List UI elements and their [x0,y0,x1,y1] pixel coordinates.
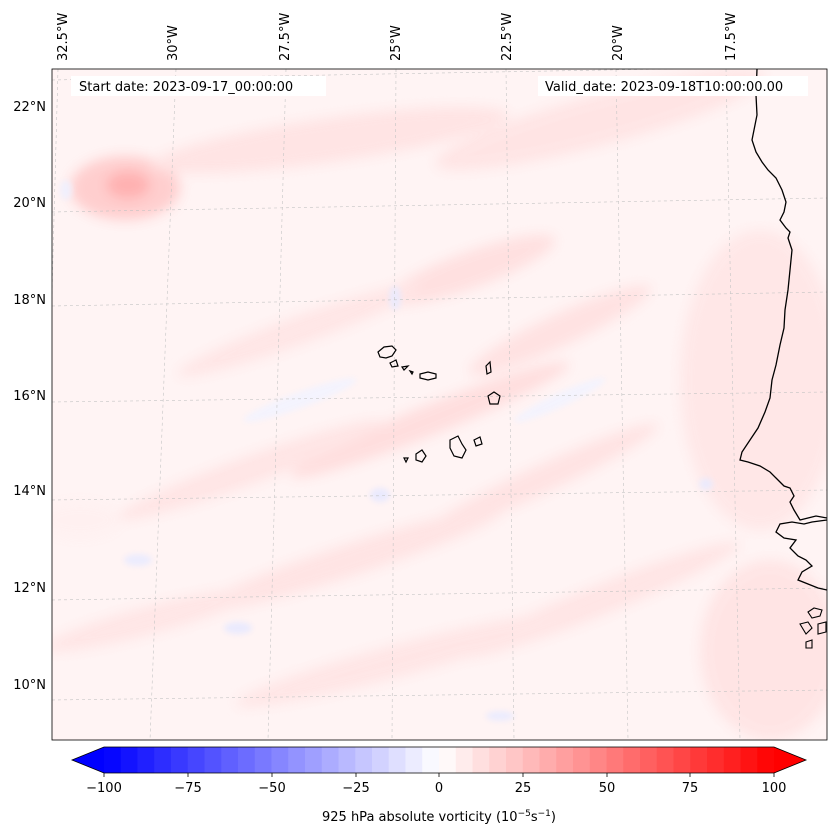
longitude-labels: 32.5°W 30°W 27.5°W 25°W 22.5°W 20°W 17.5… [56,13,739,61]
colorbar-band [489,747,507,773]
lon-label: 30°W [166,25,181,61]
guinea-coastline [775,519,827,591]
colorbar-band [673,747,691,773]
graticule [52,69,827,740]
lat-label: 12°N [13,581,46,596]
colorbar-band [757,747,775,773]
colorbar-band [589,747,607,773]
colorbar-band [355,747,373,773]
colorbar-band [104,747,122,773]
colorbar-title: 925 hPa absolute vorticity (10−5s−1) [322,809,556,825]
colorbar-band [556,747,574,773]
colorbar-tick-label: 0 [435,781,443,796]
colorbar-band [372,747,390,773]
colorbar-band [539,747,557,773]
colorbar-band [623,747,641,773]
cape-verde-islands [377,345,501,464]
colorbar-band [388,747,406,773]
bissagos-islands [799,607,827,649]
lon-label: 32.5°W [56,13,71,61]
valid-date-box [538,76,808,96]
colorbar-band [522,747,540,773]
colorbar-band [707,747,725,773]
colorbar-band [321,747,339,773]
colorbar-band [573,747,591,773]
map-panel: Start date: 2023-09-17_00:00:00 Valid_da… [13,13,828,741]
colorbar-tick-label: −25 [342,781,369,796]
vorticity-field [52,69,827,740]
lat-label: 16°N [13,389,46,404]
colorbar-band [254,747,272,773]
colorbar-tick-labels: −100 −75 −50 −25 0 25 50 75 100 [86,781,786,796]
colorbar-band [187,747,205,773]
latitude-labels: 22°N 20°N 18°N 16°N 14°N 12°N 10°N [13,100,46,693]
colorbar-band [640,747,658,773]
colorbar-band [656,747,674,773]
start-date-box [71,76,326,96]
colorbar-ticks [103,773,775,777]
lon-label: 25°W [389,25,404,61]
colorbar-tick-label: −50 [258,781,285,796]
lon-label: 20°W [611,25,626,61]
colorbar-band [506,747,524,773]
colorbar-band [238,747,256,773]
colorbar-band [204,747,222,773]
colorbar: −100 −75 −50 −25 0 25 50 75 100 925 hPa … [70,746,808,825]
lat-label: 14°N [13,484,46,499]
colorbar-bands [104,747,775,773]
colorbar-band [305,747,323,773]
colorbar-band [472,747,490,773]
colorbar-band [422,747,440,773]
colorbar-band [288,747,306,773]
lon-label: 27.5°W [278,13,293,61]
colorbar-band [723,747,741,773]
colorbar-band [690,747,708,773]
colorbar-band [606,747,624,773]
colorbar-band [338,747,356,773]
colorbar-band [740,747,758,773]
colorbar-tick-label: 100 [762,781,787,796]
colorbar-band [171,747,189,773]
colorbar-tick-label: 50 [599,781,616,796]
colorbar-band [154,747,172,773]
lon-label: 22.5°W [500,13,515,61]
lat-label: 10°N [13,678,46,693]
colorbar-band [120,747,138,773]
map-frame [51,68,828,741]
colorbar-tick-label: −75 [174,781,201,796]
start-date-label: Start date: 2023-09-17_00:00:00 [79,80,293,95]
colorbar-min-extend [72,747,104,773]
colorbar-band [439,747,457,773]
colorbar-tick-label: −100 [86,781,122,796]
lat-label: 20°N [13,196,46,211]
lon-label: 17.5°W [724,13,739,61]
colorbar-band [137,747,155,773]
colorbar-band [221,747,239,773]
valid-date-label: Valid_date: 2023-09-18T10:00:00.00 [545,80,783,95]
colorbar-band [455,747,473,773]
lat-label: 18°N [13,293,46,308]
colorbar-max-extend [774,747,806,773]
africa-coastline [739,69,827,521]
colorbar-tick-label: 75 [682,781,699,796]
colorbar-band [271,747,289,773]
colorbar-tick-label: 25 [515,781,532,796]
lat-label: 22°N [13,100,46,115]
colorbar-band [405,747,423,773]
